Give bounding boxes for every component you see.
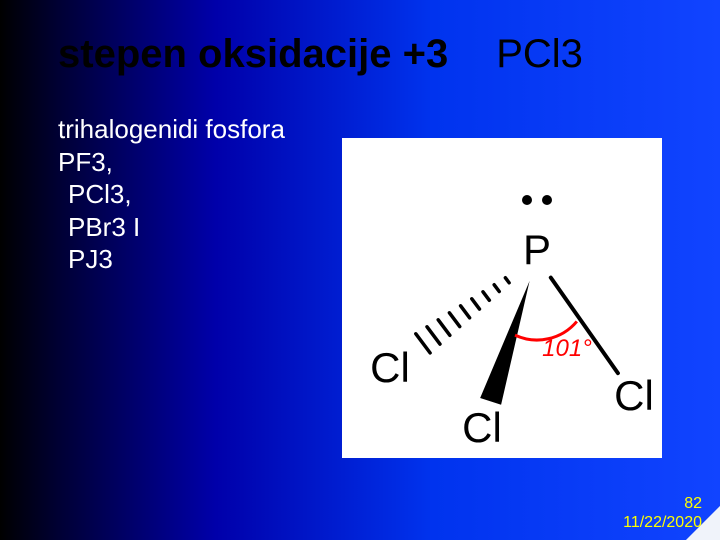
slide-footer: 82 11/22/2020 [623,495,702,532]
page-number: 82 [623,495,702,513]
slide-formula: PCl3 [496,32,583,77]
slide-title: stepen oksidacije +3 [58,32,448,77]
svg-text:Cl: Cl [614,372,654,419]
svg-text:P: P [523,226,551,273]
molecule-diagram: 101° P Cl Cl Cl [342,138,662,458]
svg-text:Cl: Cl [462,404,502,451]
svg-text:101°: 101° [542,335,592,362]
slide-date: 11/22/2020 [623,514,702,532]
svg-text:Cl: Cl [370,344,410,391]
